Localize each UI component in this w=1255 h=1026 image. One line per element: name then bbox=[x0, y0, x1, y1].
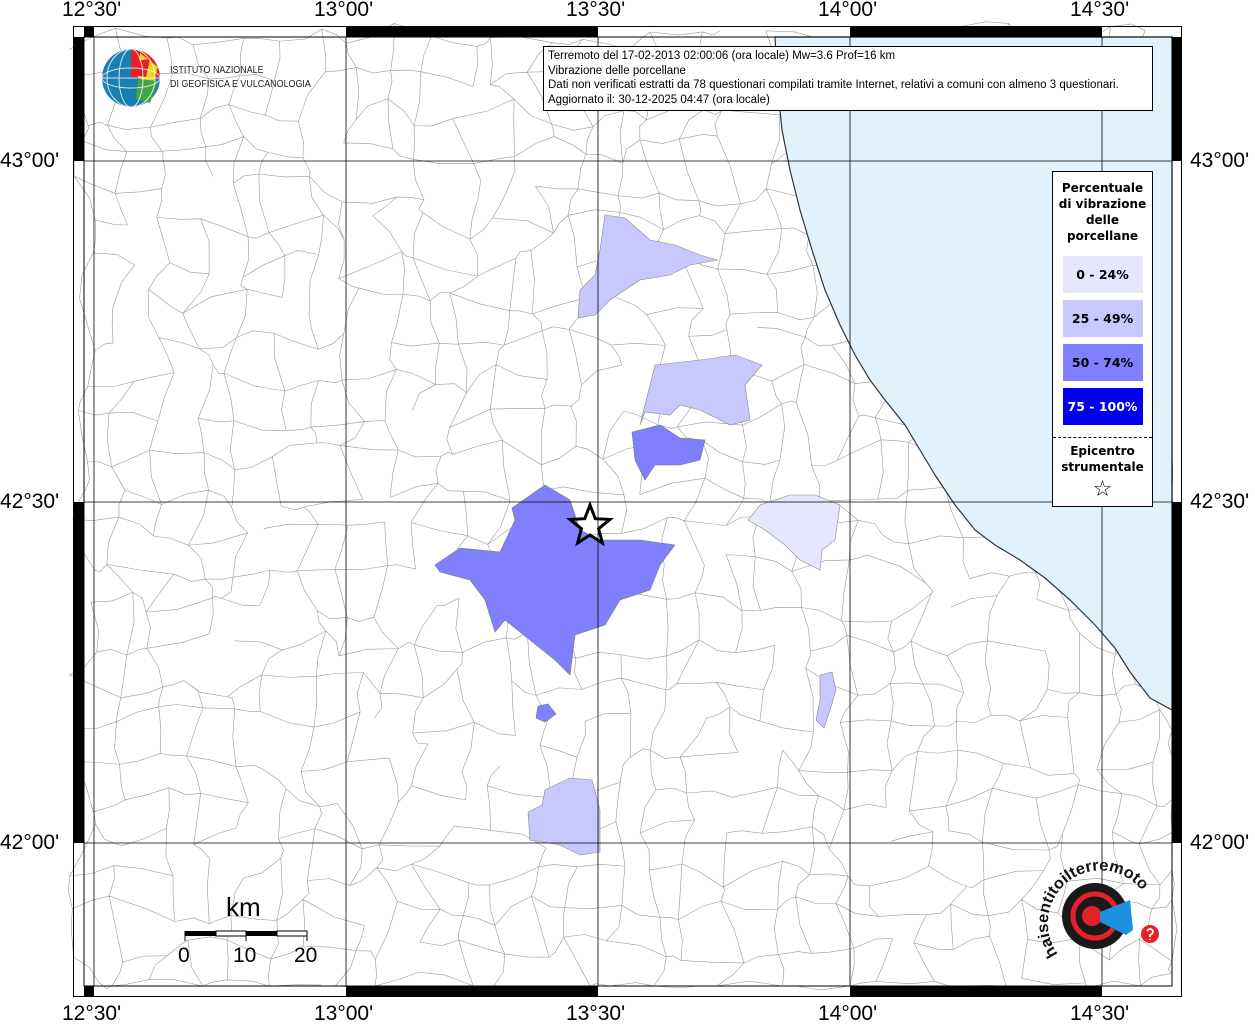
info-earthquake: Terremoto del 17-02-2013 02:00:06 (ora l… bbox=[548, 50, 896, 62]
lon-label-top: 12°30' bbox=[62, 0, 122, 21]
frame-segment bbox=[84, 27, 94, 37]
legend-star-icon: ☆ bbox=[1092, 477, 1113, 502]
legend-title-line: di vibrazione bbox=[1058, 197, 1147, 211]
info-parameter: Vibrazione delle porcellane bbox=[548, 64, 686, 77]
legend-title: Percentuale di vibrazione delle porcella… bbox=[1053, 180, 1152, 244]
frame-segment bbox=[84, 986, 94, 996]
legend-class-0: 0 - 24% bbox=[1062, 256, 1143, 293]
scale-unit: km bbox=[226, 892, 261, 922]
ingv-line: ISTITUTO NAZIONALE bbox=[170, 64, 264, 76]
info-box: Terremoto del 17-02-2013 02:00:06 (ora l… bbox=[543, 46, 1153, 111]
epicenter-star-icon[interactable] bbox=[566, 500, 614, 547]
area-50-74 bbox=[631, 424, 706, 481]
legend-class-2: 50 - 74% bbox=[1062, 344, 1143, 381]
area-25-49 bbox=[527, 777, 601, 856]
info-note: Dati non verificati estratti da 78 quest… bbox=[548, 79, 1119, 92]
lon-label-bottom: 13°00' bbox=[314, 1002, 374, 1025]
lat-label-left: 42°30' bbox=[0, 490, 60, 513]
frame-segment bbox=[850, 27, 1102, 37]
hsit-logo: haisentitoilterremoto.it bbox=[1030, 850, 1159, 961]
graticule bbox=[84, 37, 1172, 986]
legend-title-line: delle bbox=[1085, 213, 1120, 227]
lon-label-top: 13°30' bbox=[566, 0, 626, 21]
map-frame bbox=[73, 26, 1182, 997]
scale-tick: 0 bbox=[178, 944, 190, 967]
question-icon bbox=[1141, 925, 1159, 943]
lon-label-top: 14°00' bbox=[818, 0, 878, 21]
lon-label-bottom: 14°30' bbox=[1070, 1002, 1130, 1025]
legend-class-3: 75 - 100% bbox=[1062, 388, 1143, 425]
legend-epicenter-label: Epicentro strumentale bbox=[1053, 443, 1152, 475]
area-25-49 bbox=[815, 671, 837, 729]
lat-label-left: 42°00' bbox=[0, 831, 60, 854]
lon-label-top: 13°00' bbox=[314, 0, 374, 21]
area-25-49 bbox=[577, 214, 719, 319]
lon-label-bottom: 12°30' bbox=[62, 1002, 122, 1025]
frame-segment bbox=[74, 502, 84, 843]
scale-tick: 20 bbox=[294, 944, 318, 967]
legend-title-line: Percentuale bbox=[1061, 181, 1144, 195]
scale-bar bbox=[184, 930, 308, 941]
info-updated: Aggiornato il: 30-12-2025 04:47 (ora loc… bbox=[548, 94, 770, 107]
area-25-49 bbox=[639, 354, 763, 426]
legend-divider bbox=[1053, 437, 1152, 438]
lon-label-top: 14°30' bbox=[1070, 0, 1130, 21]
scale-tick: 10 bbox=[233, 944, 257, 967]
frame-segment bbox=[1172, 502, 1182, 843]
ingv-logo bbox=[101, 48, 161, 108]
area-0-24 bbox=[747, 494, 841, 571]
intensity-areas bbox=[434, 214, 841, 856]
lat-label-left: 43°00' bbox=[0, 149, 60, 172]
legend-title-line: porcellane bbox=[1066, 229, 1138, 243]
frame-segment bbox=[1172, 37, 1182, 161]
lat-label-right: 43°00' bbox=[1190, 149, 1250, 172]
lat-label-right: 42°30' bbox=[1190, 490, 1250, 513]
area-50-74 bbox=[434, 484, 676, 676]
ingv-line: DI GEOFISICA E VULCANOLOGIA bbox=[170, 78, 311, 90]
ingv-logo-text: ISTITUTO NAZIONALE DI GEOFISICA E VULCAN… bbox=[170, 63, 311, 91]
legend-epicenter-line: strumentale bbox=[1061, 460, 1144, 474]
area-50-74 bbox=[535, 703, 557, 723]
lat-label-right: 42°00' bbox=[1190, 831, 1250, 854]
lon-label-bottom: 14°00' bbox=[818, 1002, 878, 1025]
frame-segment bbox=[346, 27, 598, 37]
lon-label-bottom: 13°30' bbox=[566, 1002, 626, 1025]
legend-class-1: 25 - 49% bbox=[1062, 300, 1143, 337]
frame-segment bbox=[850, 986, 1102, 996]
frame-segment bbox=[74, 37, 84, 161]
frame-segment bbox=[346, 986, 598, 996]
legend-epicenter-line: Epicentro bbox=[1070, 444, 1135, 458]
legend: Percentuale di vibrazione delle porcella… bbox=[1052, 171, 1153, 507]
